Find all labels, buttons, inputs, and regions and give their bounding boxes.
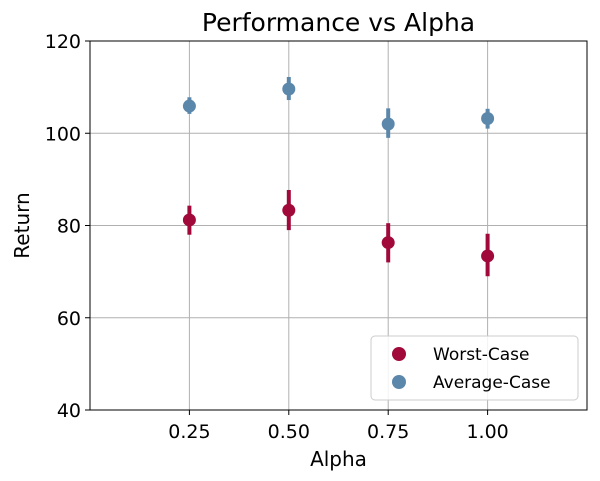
data-point [481,249,495,263]
legend-label: Worst-Case [433,345,529,365]
x-tick-label: 0.50 [268,421,310,443]
y-tick-label: 120 [45,31,81,53]
data-point [481,111,495,125]
y-tick-label: 60 [57,308,81,330]
legend-marker [392,347,406,361]
y-tick-label: 100 [45,123,81,145]
series-1 [182,76,495,138]
y-axis-label: Return [10,192,34,258]
y-axis: 40 60 80 100 120 [45,31,90,422]
legend-label: Average-Case [433,373,551,393]
x-axis-label: Alpha [310,447,367,471]
grid [90,41,587,410]
x-tick-label: 0.75 [367,421,409,443]
data-point [282,82,296,96]
chart-title: Performance vs Alpha [202,8,475,37]
x-tick-label: 1.00 [466,421,508,443]
series [182,76,495,277]
legend: Worst-Case Average-Case [370,335,579,401]
x-axis: 0.25 0.50 0.75 1.00 [168,410,509,443]
legend-box [370,335,579,401]
series-0 [182,189,495,277]
y-tick-label: 40 [57,400,81,422]
y-tick-label: 80 [57,216,81,238]
data-point [381,236,395,250]
legend-marker [392,375,406,389]
data-point [182,213,196,227]
data-point [381,117,395,131]
x-tick-label: 0.25 [168,421,210,443]
data-point [182,99,196,113]
data-point [282,203,296,217]
